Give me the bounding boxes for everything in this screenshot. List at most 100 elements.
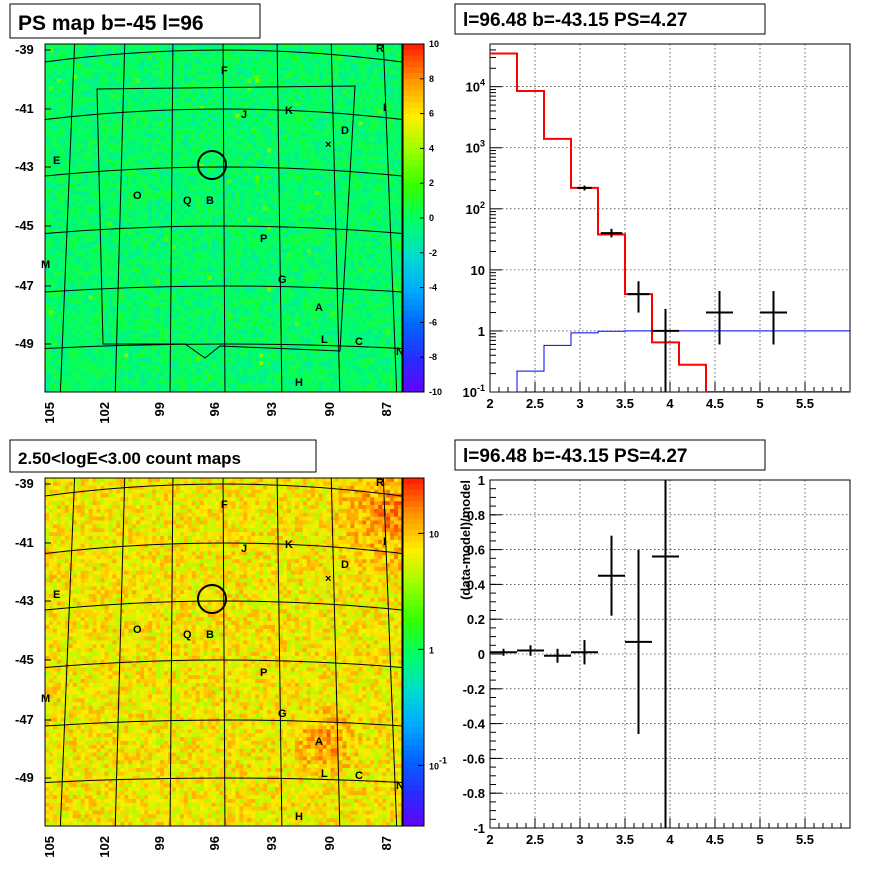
source-label-E: E xyxy=(53,155,60,167)
colorbar-cell xyxy=(403,507,424,514)
source-label-G: G xyxy=(278,274,287,286)
colorbar-cell xyxy=(403,78,424,86)
y-tick-label: 0 xyxy=(478,647,485,662)
ps-map-title-box: PS map b=-45 l=96 xyxy=(9,3,261,39)
colorbar-cell xyxy=(403,171,424,178)
colorbar-cell xyxy=(403,559,424,566)
source-label-D: D xyxy=(341,125,349,137)
colorbar-cell xyxy=(403,177,424,184)
colorbar-cell xyxy=(403,136,424,144)
colorbar-tick-label: 8 xyxy=(429,74,434,84)
colorbar-cell xyxy=(403,368,424,376)
source-label-L: L xyxy=(321,768,328,780)
colorbar-cell xyxy=(403,235,424,242)
colorbar-cell xyxy=(403,489,424,496)
colorbar-cell xyxy=(403,715,424,723)
colorbar-cell xyxy=(403,646,424,653)
y-tick-label: -45 xyxy=(15,652,34,667)
colorbar-cell xyxy=(403,773,424,781)
count-map-title-frame xyxy=(9,439,317,473)
x-tick-label: 87 xyxy=(379,402,394,416)
colorbar-tick-label: -6 xyxy=(429,317,437,327)
colorbar-cell xyxy=(403,536,424,543)
colorbar-cell xyxy=(403,125,424,132)
colorbar-cell xyxy=(403,599,424,607)
y-tick-label: -47 xyxy=(15,278,34,293)
longitude-line xyxy=(114,478,126,826)
latitude-line xyxy=(45,659,402,668)
y-tick-label: 10 xyxy=(471,263,485,278)
y-tick-label: 0.6 xyxy=(467,543,485,558)
colorbar: 10 8 6 4 2 0 -2 -4 -6 -8 -10 xyxy=(402,39,442,397)
colorbar-cell xyxy=(403,287,424,294)
colorbar-cell xyxy=(403,588,424,595)
colorbar-cell xyxy=(403,345,424,352)
colorbar-cell xyxy=(403,148,424,155)
x-tick-label: 2 xyxy=(486,832,493,847)
colorbar-cell xyxy=(403,102,424,109)
colorbar-cell xyxy=(403,206,424,213)
colorbar-cell xyxy=(403,808,424,815)
colorbar-cell xyxy=(403,727,424,734)
source-label-J: J xyxy=(241,543,247,555)
source-label-G: G xyxy=(278,708,287,720)
x-tick-label: 99 xyxy=(152,402,167,416)
source-label-Q: Q xyxy=(183,195,192,207)
coordinate-grid xyxy=(45,478,402,826)
y-tick-label: -41 xyxy=(15,101,34,116)
colorbar-cell xyxy=(403,565,424,572)
x-tick-label: 4 xyxy=(666,396,674,411)
colorbar-cell xyxy=(403,797,424,804)
colorbar-tick-label: -4 xyxy=(429,283,437,293)
colorbar-cell xyxy=(403,553,424,560)
colorbar-cell xyxy=(403,483,424,491)
colorbar-cell xyxy=(403,582,424,589)
x-tick-label: 93 xyxy=(264,402,279,416)
colorbar-cell xyxy=(403,310,424,318)
y-tick-label: 103 xyxy=(466,139,485,156)
colorbar-cell xyxy=(403,594,424,601)
y-tick-label: -49 xyxy=(15,336,34,351)
longitude-line xyxy=(276,44,283,392)
y-axis-label: (data-model)/model xyxy=(458,480,473,600)
colorbar-cell xyxy=(403,652,424,659)
source-label-I: I xyxy=(383,536,386,548)
colorbar-cell xyxy=(403,576,424,583)
x-tick-label: 2.5 xyxy=(526,396,544,411)
colorbar-cell xyxy=(403,305,424,312)
colorbar-cell xyxy=(403,686,424,694)
colorbar-cell xyxy=(403,524,424,531)
source-label-J: J xyxy=(241,109,247,121)
longitude-line xyxy=(169,44,174,392)
y-tick-label: 1 xyxy=(478,324,485,339)
source-label-O: O xyxy=(133,190,142,202)
source-label-P: P xyxy=(260,233,267,245)
x-tick-label: 96 xyxy=(207,402,222,416)
x-tick-label: 3.5 xyxy=(616,832,634,847)
colorbar-cell xyxy=(403,142,424,149)
colorbar-cell xyxy=(403,814,424,821)
colorbar-cell xyxy=(403,530,424,537)
longitude-line xyxy=(382,44,398,392)
source-label-N: N xyxy=(396,780,404,792)
longitude-line xyxy=(59,478,76,826)
colorbar-cell xyxy=(403,264,424,271)
colorbar-tick-label: 6 xyxy=(429,109,434,119)
y-tick-label: -39 xyxy=(15,476,34,491)
colorbar-cell xyxy=(403,704,424,711)
residual-series xyxy=(490,480,679,828)
colorbar-cell xyxy=(403,710,424,717)
colorbar-cell xyxy=(403,721,424,728)
source-label-K: K xyxy=(285,105,293,117)
colorbar-cell xyxy=(403,640,424,647)
cross-marker: × xyxy=(325,573,331,585)
longitude-line xyxy=(222,478,226,826)
x-tick-label: 5.5 xyxy=(796,832,814,847)
residual-title-text: l=96.48 b=-43.15 PS=4.27 xyxy=(463,446,687,467)
y-tick-label: -1 xyxy=(473,821,485,836)
y-tick-label: -45 xyxy=(15,218,34,233)
colorbar-cell xyxy=(403,299,424,306)
colorbar-cell xyxy=(403,663,424,670)
source-label-K: K xyxy=(285,539,293,551)
